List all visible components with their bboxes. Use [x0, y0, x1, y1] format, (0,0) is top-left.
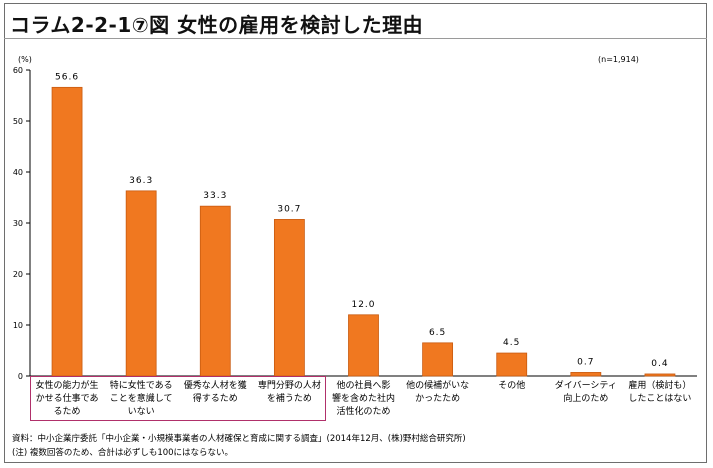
bar [125, 190, 157, 377]
highlight-box [30, 376, 326, 421]
bar [273, 219, 305, 377]
data-label: 30.7 [277, 204, 301, 214]
bar [496, 352, 528, 377]
data-label: 12.0 [351, 300, 375, 310]
x-tick-label: その他 [498, 381, 526, 391]
bar [199, 205, 231, 377]
x-tick-label: 専門分野の人材 を補うため [257, 381, 321, 404]
data-label: 56.6 [55, 72, 79, 82]
data-label: 0.4 [651, 359, 668, 369]
y-tick-label: 10 [13, 321, 23, 330]
x-tick-label: 特に女性である ことを意識して いない [109, 381, 173, 417]
y-tick-label: 50 [13, 117, 23, 126]
y-tick-label: 20 [13, 270, 23, 279]
x-tick-label: 雇用（検討も） したことはない [628, 381, 692, 404]
y-tick-label: 40 [13, 168, 23, 177]
data-label: 36.3 [129, 176, 153, 186]
sample-size-label: (n=1,914) [598, 55, 639, 64]
x-tick-label: 他の社員へ影 響を含めた社内 活性化のため [331, 381, 395, 417]
data-label: 0.7 [577, 357, 594, 367]
footnote: (注) 複数回答のため、合計は必ずしも100にはならない。 [12, 448, 234, 458]
source-note: 資料：中小企業庁委託「中小企業・小規模事業者の人材確保と育成に関する調査」(20… [12, 434, 466, 444]
figure-frame [4, 3, 707, 463]
data-label: 33.3 [203, 191, 227, 201]
page-title: コラム2-2-1⑦図 女性の雇用を検討した理由 [10, 13, 424, 37]
y-tick-label: 30 [13, 219, 23, 228]
x-tick-label: ダイバーシティ 向上のため [554, 381, 617, 404]
bar [348, 314, 379, 377]
y-tick-label: 60 [13, 66, 23, 75]
y-tick-label: 0 [18, 372, 23, 381]
x-tick-label: 他の候補がいな かったため [406, 381, 470, 404]
bar [644, 373, 676, 377]
data-label: 4.5 [503, 338, 520, 348]
x-tick-label: 優秀な人材を獲 得するため [183, 381, 247, 404]
y-axis-unit: (%) [18, 55, 32, 64]
x-tick-label: 女性の能力が生 かせる仕事であ るため [35, 381, 99, 417]
bar [51, 86, 83, 377]
bar [422, 342, 454, 377]
title-divider [4, 38, 707, 39]
data-label: 6.5 [429, 328, 446, 338]
bar [570, 372, 602, 377]
